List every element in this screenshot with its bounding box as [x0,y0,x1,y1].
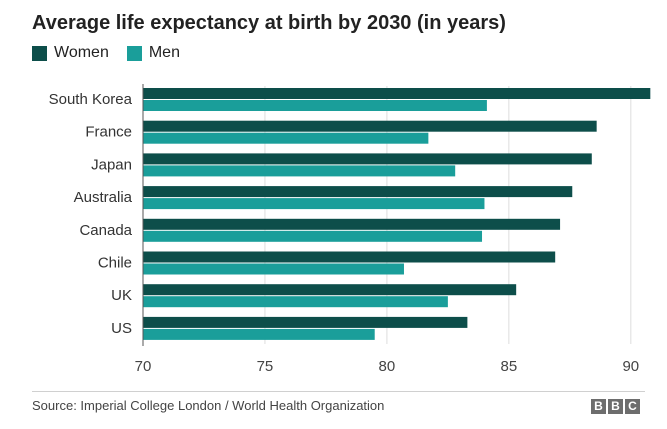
bar-men-canada [143,230,483,242]
category-label-chile: Chile [98,255,132,272]
bar-women-chile [143,251,556,263]
legend-swatch-women [32,45,47,61]
category-label-france: France [85,124,132,141]
bar-women-canada [143,218,561,230]
bar-men-south-korea [143,100,487,111]
bar-women-uk [143,284,517,296]
bar-women-us [143,316,468,328]
bar-women-japan [143,153,592,165]
legend-label-women: Women [54,44,109,61]
x-tick-label-75: 75 [257,358,274,375]
category-label-australia: Australia [74,189,133,206]
x-tick-label-70: 70 [135,358,152,375]
bar-women-south-korea [143,88,651,99]
x-tick-label-90: 90 [622,358,639,375]
category-label-uk: UK [111,287,132,304]
bbc-logo: B B C [589,399,640,414]
legend-item-women: Women [32,44,109,62]
chart-title: Average life expectancy at birth by 2030… [32,12,506,34]
x-tick-label-85: 85 [501,358,518,375]
bar-men-uk [143,296,448,308]
bbc-logo-letter-3: C [625,399,640,414]
x-tick-label-80: 80 [379,358,396,375]
bar-men-chile [143,263,404,275]
category-label-us: US [111,320,132,337]
bbc-logo-letter-2: B [608,399,623,414]
chart-legend: Women Men [32,44,198,62]
bar-men-us [143,328,375,340]
bar-women-france [143,120,597,132]
legend-label-men: Men [148,44,180,61]
category-label-south-korea: South Korea [49,91,133,108]
bar-men-france [143,132,429,144]
category-label-canada: Canada [79,222,132,239]
bar-men-japan [143,165,456,177]
category-label-japan: Japan [91,156,132,173]
footer-divider [32,391,645,392]
legend-item-men: Men [126,44,180,62]
bar-women-australia [143,186,573,198]
bbc-logo-letter-1: B [591,399,606,414]
bar-men-australia [143,198,485,210]
legend-swatch-men [126,45,142,61]
source-note: Source: Imperial College London / World … [32,398,385,413]
